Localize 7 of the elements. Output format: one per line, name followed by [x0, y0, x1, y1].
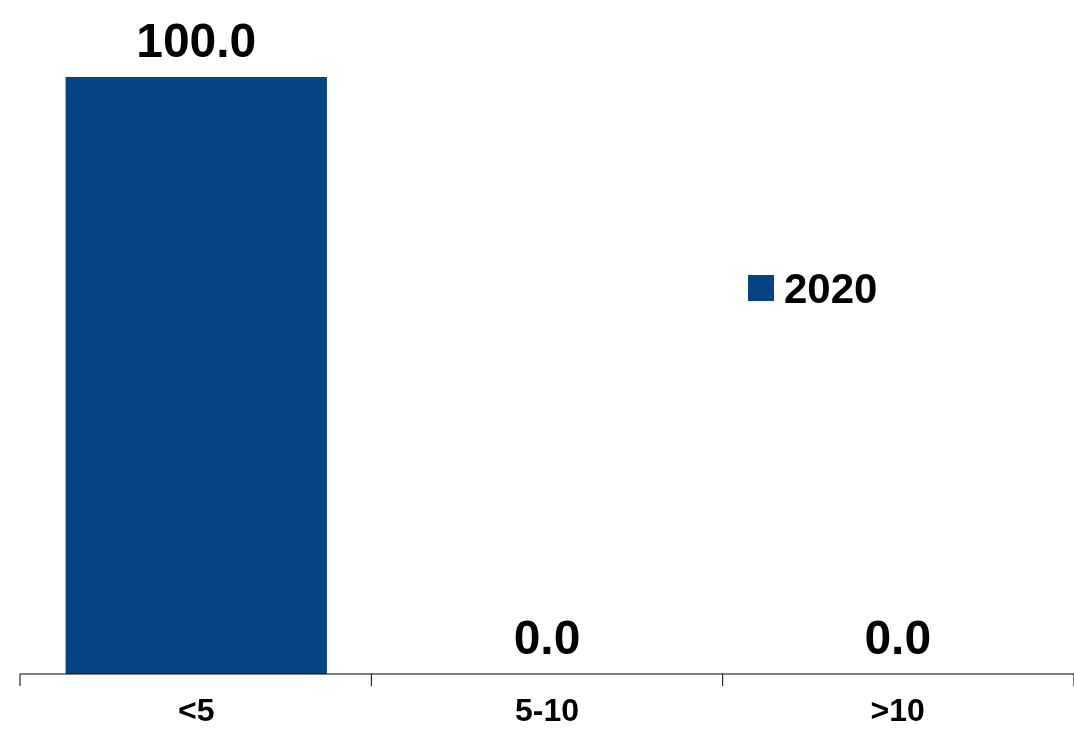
data-label: 0.0	[513, 611, 581, 664]
x-tick-label: >10	[870, 692, 925, 728]
data-label: 100.0	[136, 14, 257, 67]
x-tick-label: <5	[178, 692, 215, 728]
data-label: 0.0	[864, 611, 932, 664]
x-tick-label: 5-10	[514, 692, 580, 728]
legend-label: 2020	[784, 265, 878, 312]
